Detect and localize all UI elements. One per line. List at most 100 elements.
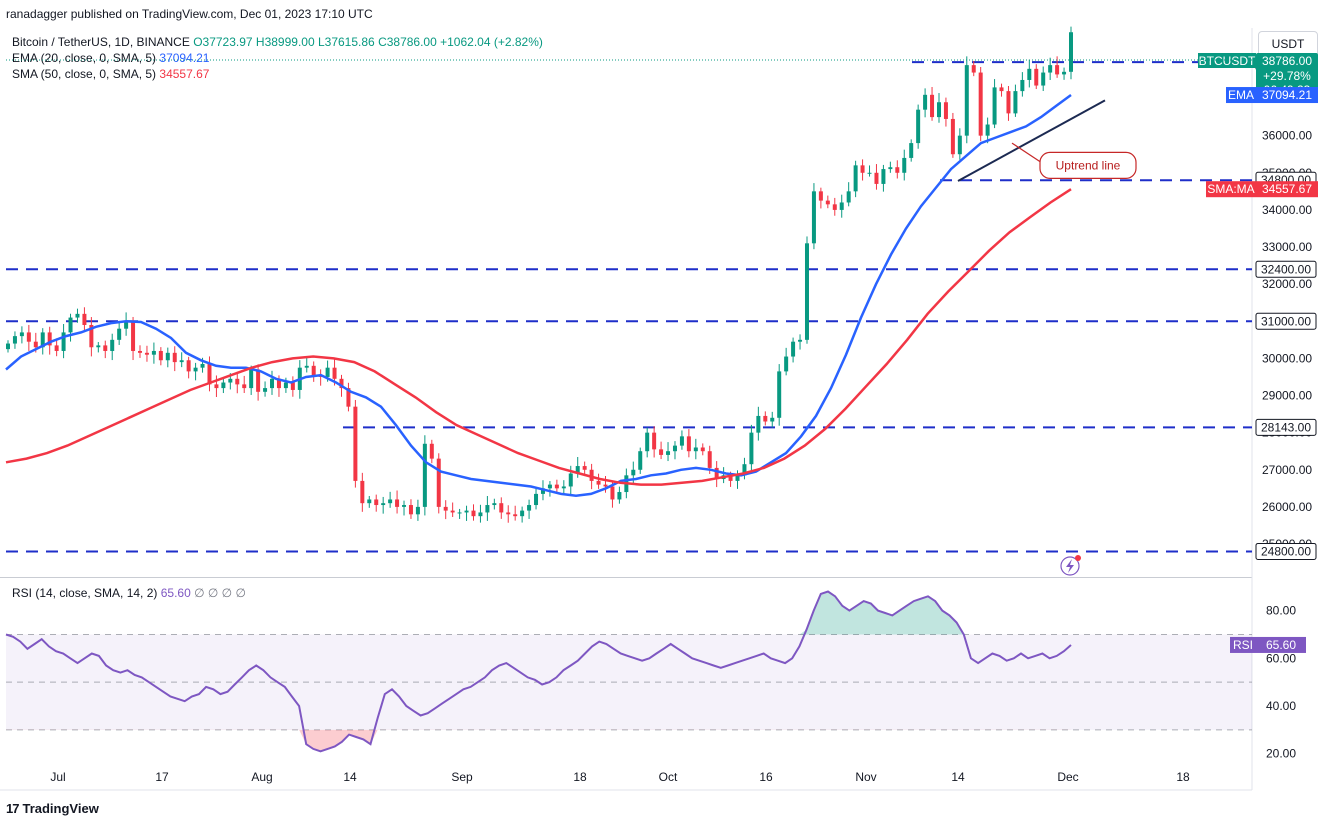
candle-body — [311, 365, 316, 376]
candle-body — [763, 415, 768, 422]
candle-body — [707, 451, 712, 468]
sma-legend-label: SMA (50, close, 0, SMA, 5) — [12, 67, 157, 81]
candle-body — [811, 191, 816, 244]
candle-body — [388, 499, 393, 504]
level-tag — [1255, 312, 1317, 330]
candle-body — [957, 135, 962, 155]
candle-body — [47, 332, 52, 346]
candle-body — [408, 505, 413, 515]
candle-body — [249, 369, 254, 389]
candle-body — [798, 339, 803, 342]
rsi-tick-label: 80.00 — [1266, 604, 1296, 618]
candle-body — [686, 436, 691, 452]
candle-body — [874, 172, 879, 184]
candle-body — [186, 360, 191, 372]
candle-body — [374, 499, 379, 506]
candle-body — [464, 510, 469, 513]
candle-body — [429, 443, 434, 459]
time-tick-label: 17 — [155, 770, 169, 784]
ohlc-change: +1062.04 (+2.82%) — [440, 35, 543, 49]
candle-body — [923, 94, 928, 110]
candle-body — [221, 382, 226, 389]
rsi-name-text: RSI — [1233, 638, 1253, 652]
sma-name-tag — [1206, 181, 1256, 198]
candle-body — [499, 503, 504, 513]
candle-body — [346, 388, 351, 407]
currency-button[interactable]: USDT — [1258, 31, 1318, 57]
ema-line — [5, 93, 1072, 498]
rsi-tick-label: 20.00 — [1266, 747, 1296, 761]
pane-separator[interactable] — [0, 577, 1252, 578]
candle-body — [276, 378, 281, 389]
candle-body — [1062, 71, 1067, 75]
rsi-legend[interactable]: RSI (14, close, SMA, 14, 2) 65.60 ∅ ∅ ∅ … — [12, 586, 246, 600]
level-tag — [1255, 542, 1317, 560]
candle-body — [19, 332, 24, 337]
ohlc-high: H38999.00 — [255, 35, 315, 49]
candle-body — [978, 72, 983, 136]
time-tick-label: 18 — [573, 770, 587, 784]
sma-legend[interactable]: SMA (50, close, 0, SMA, 5) 34557.67 — [12, 67, 209, 81]
candle-body — [659, 449, 664, 455]
candle-body — [992, 87, 997, 125]
candle-body — [172, 352, 177, 363]
candle-body — [110, 339, 115, 351]
candle-body — [547, 484, 552, 489]
candle-body — [1041, 72, 1046, 86]
candle-body — [985, 124, 990, 136]
ema-name-tag — [1226, 87, 1256, 104]
candle-body — [193, 367, 198, 372]
candle-body — [492, 503, 497, 506]
candle-body — [263, 388, 268, 392]
candle-body — [513, 514, 518, 517]
level-tag-value: 28143.00 — [1261, 420, 1311, 434]
candle-body — [506, 512, 511, 515]
candle-body — [360, 480, 365, 504]
candle-body — [888, 167, 893, 170]
candle-body — [561, 486, 566, 489]
price-tick-label: 26000.00 — [1262, 500, 1312, 514]
candle-body — [943, 102, 948, 119]
candle-body — [825, 200, 830, 205]
candle-body — [256, 369, 261, 392]
tradingview-brand: TradingView — [22, 801, 99, 816]
rsi-legend-label: RSI (14, close, SMA, 14, 2) — [12, 586, 158, 600]
candle-body — [791, 341, 796, 357]
time-tick-label: 14 — [951, 770, 965, 784]
candle-body — [645, 432, 650, 452]
candle-body — [131, 321, 136, 351]
candle-body — [818, 191, 823, 201]
price-chart-svg[interactable]: 25000.0026000.0027000.0028000.0029000.00… — [0, 0, 1335, 800]
sma-line — [5, 188, 1072, 486]
ohlc-low: L37615.86 — [317, 35, 375, 49]
candle-body — [1006, 91, 1011, 114]
time-tick-label: Dec — [1057, 770, 1078, 784]
candle-body — [756, 415, 761, 433]
candle-body — [138, 350, 143, 353]
candle-body — [381, 503, 386, 506]
candle-body — [96, 345, 101, 348]
candle-body — [61, 332, 66, 351]
candle-body — [909, 143, 914, 158]
candle-body — [443, 506, 448, 511]
candle-body — [534, 493, 539, 506]
candle-body — [450, 510, 455, 513]
annotation-bubble — [1039, 151, 1137, 179]
candle-body — [784, 356, 789, 372]
candle-body — [367, 499, 372, 504]
last-price-value: 38786.00 — [1262, 54, 1312, 68]
sma-value-text: 34557.67 — [1262, 182, 1312, 196]
candle-body — [1069, 32, 1073, 72]
tradingview-logo[interactable]: 17 TradingView — [6, 801, 99, 816]
candle-body — [165, 352, 170, 361]
candle-body — [75, 313, 80, 318]
symbol-legend: Bitcoin / TetherUS, 1D, BINANCE O37723.9… — [12, 35, 543, 49]
candle-body — [1020, 79, 1025, 92]
candle-body — [693, 447, 698, 452]
ema-legend-value: 37094.21 — [159, 51, 210, 65]
candle-body — [68, 317, 73, 333]
time-tick-label: 16 — [759, 770, 773, 784]
ema-legend[interactable]: EMA (20, close, 0, SMA, 5) 37094.21 — [12, 51, 209, 65]
candle-body — [916, 109, 921, 144]
